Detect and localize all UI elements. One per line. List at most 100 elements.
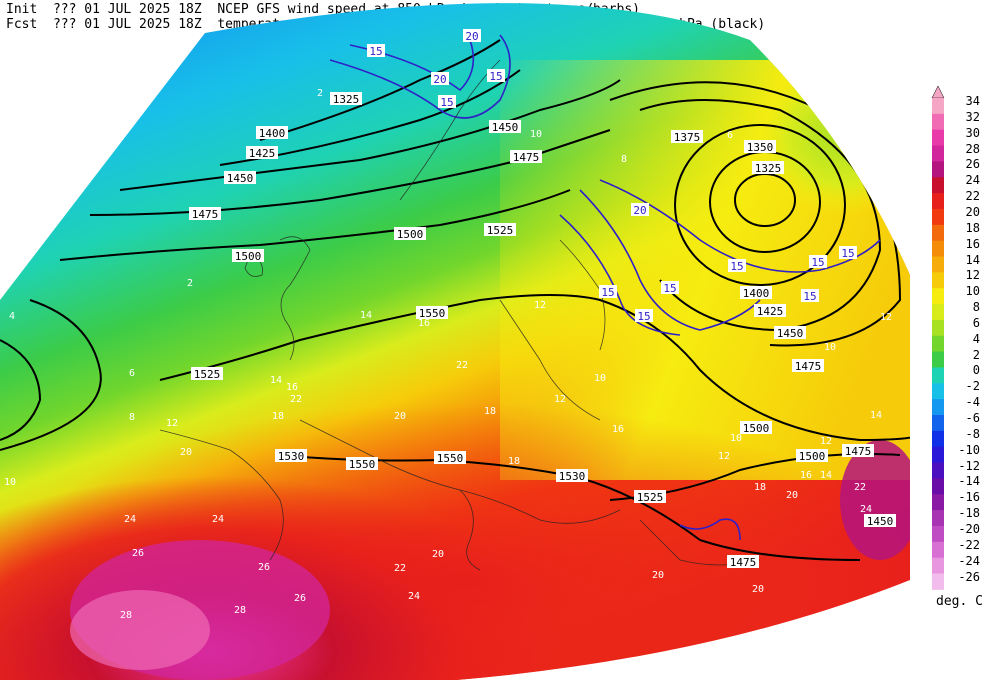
height-contour-label-box [752,161,784,174]
temperature-label: 26 [258,562,270,573]
wind-contour-label-box [599,285,617,298]
height-contour-label: 1475 [730,556,757,569]
height-contour-label: 1375 [674,131,701,144]
temperature-label: 6 [727,130,733,141]
height-contour-label-box [189,207,221,220]
colorbar-level-label: -8 [965,426,980,441]
wind-contour-label: 15 [440,96,453,109]
temperature-label: 10 [530,129,542,140]
init-label: Init [6,2,38,17]
temperature-label: 12 [820,436,832,447]
wind-contour-label: 15 [811,256,824,269]
height-contour-label-box [484,223,516,236]
colorbar [931,85,945,590]
height-contour-label-box [416,306,448,319]
temperature-label: 20 [180,447,192,458]
temperature-label: 28 [120,610,132,621]
colorbar-level-label: 16 [965,236,980,251]
temperature-label: 18 [484,406,496,417]
colorbar-level-label: -14 [958,474,980,489]
height-contour-label: 1525 [637,491,664,504]
height-contour-label-box [671,130,703,143]
colorbar-swatch [932,193,944,210]
colorbar-swatch [932,177,944,194]
height-contour-label: 1450 [227,172,254,185]
height-contour-label: 1350 [747,141,774,154]
temperature-label: 24 [124,514,136,525]
colorbar-arrow-top [931,85,945,99]
height-contour-label: 1450 [492,121,519,134]
colorbar-swatch [932,541,944,559]
colorbar-swatch [932,224,944,242]
colorbar-swatch [932,256,944,273]
wind-contour-label: 15 [369,45,382,58]
init-value: ??? 01 JUL 2025 18Z [52,2,202,17]
height-contour-label-box [232,249,264,262]
colorbar-swatch [932,446,944,464]
height-contour-label: 1400 [259,127,286,140]
fcst-label: Fcst [6,17,38,32]
temperature-label: 28 [234,605,246,616]
temperature-label: 20 [786,490,798,501]
temperature-label: 10 [824,342,836,353]
colorbar-swatch [932,129,944,147]
temperature-label: 16 [286,382,298,393]
colorbar-level-label: 34 [965,94,980,108]
height-contour-label: 1450 [777,327,804,340]
colorbar-level-label: 2 [972,347,980,362]
colorbar-swatch [932,98,944,115]
temperature-label: 22 [854,482,866,493]
height-contour-label: 1525 [487,224,514,237]
wind-contour-label-box [809,255,827,268]
wind-contour-label-box [367,44,385,57]
colorbar-swatch [932,415,944,432]
height-contour-label-box [792,359,824,372]
wind-contour-label: 15 [489,70,502,83]
colorbar-swatch [932,145,944,162]
colorbar-level-label: 26 [965,157,980,172]
height-contour-label: 1475 [192,208,219,221]
height-contour-label-box [256,126,288,139]
fcst-value: ??? 01 JUL 2025 18Z [52,17,202,32]
colorbar-level-label: 22 [965,189,980,204]
colorbar-level-label: -26 [958,569,980,584]
temperature-label: 24 [212,514,224,525]
height-contour-label: 1550 [349,458,376,471]
height-contour-label-box [191,367,223,380]
colorbar-swatch [932,351,944,368]
colorbar-swatch [932,399,944,416]
height-contour-label-box [740,286,772,299]
height-contour-label-box [634,490,666,503]
height-contour-label: 1500 [397,228,424,241]
colorbar-swatch [932,367,944,384]
height-contour-label-box [224,171,256,184]
height-contour-label-box [864,514,896,527]
height-contour-label-box [275,449,307,462]
colorbar-level-label: -6 [965,411,980,425]
temperature-label: 20 [652,570,664,581]
temperature-label: 14 [270,375,282,386]
temperature-label: 14 [820,470,832,481]
wind-contour-label-box [839,246,857,259]
colorbar-swatch [932,462,944,479]
temperature-label: 14 [360,310,372,321]
height-contour-label: 1475 [513,151,540,164]
height-contour-label: 1530 [278,450,305,463]
colorbar-level-label: -22 [958,537,980,552]
height-contour-label: 1530 [559,470,586,483]
temperature-label: 22 [394,563,406,574]
temperature-label: 10 [730,433,742,444]
coastlines [159,59,761,571]
wind-contour-label: 20 [433,73,446,86]
wind-contour-label-box [431,72,449,85]
colorbar-level-label: 0 [972,363,980,378]
height-contour-label: 1550 [419,307,446,320]
colorbar-level-label: -4 [965,395,980,410]
temperature-label: 16 [612,424,624,435]
temperature-label: 20 [394,411,406,422]
wind-contour-label-box [635,309,653,322]
wind-contour-label: 20 [465,30,478,43]
wind-contour-label-box [463,29,481,42]
